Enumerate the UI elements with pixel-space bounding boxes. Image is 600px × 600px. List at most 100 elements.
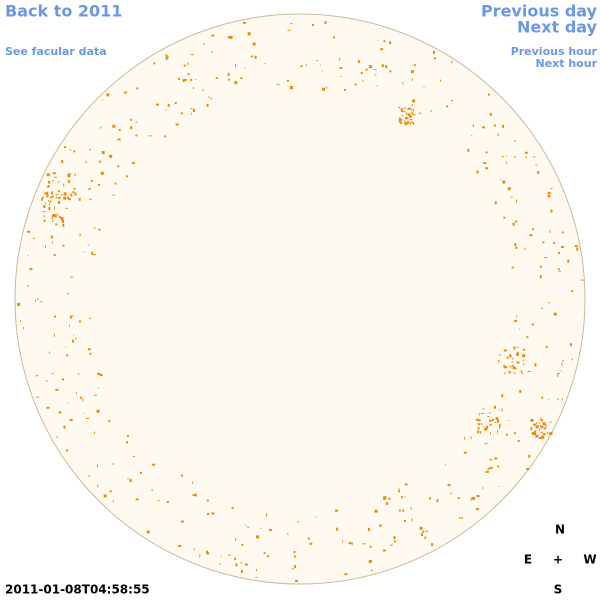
facula xyxy=(202,89,204,92)
facula xyxy=(374,74,377,76)
facula xyxy=(20,320,22,323)
facula xyxy=(46,194,49,198)
facula xyxy=(505,155,507,157)
previous-hour-link[interactable]: Previous hour xyxy=(511,45,598,58)
facula xyxy=(432,50,435,54)
facula xyxy=(370,570,373,571)
facula xyxy=(268,529,272,531)
facula xyxy=(482,126,485,129)
facula xyxy=(398,490,401,493)
facula xyxy=(218,563,221,565)
facula xyxy=(357,60,360,64)
facula xyxy=(47,185,50,188)
facula xyxy=(544,424,547,426)
facula xyxy=(165,109,167,111)
facular-data-link[interactable]: See facular data xyxy=(5,45,107,58)
facula xyxy=(126,435,129,438)
facula xyxy=(66,293,69,295)
facula xyxy=(505,433,508,436)
facula xyxy=(29,268,33,271)
facula xyxy=(294,565,297,569)
facula xyxy=(339,67,343,69)
facula xyxy=(73,334,75,336)
facula xyxy=(398,120,401,123)
facula xyxy=(436,499,439,503)
facula xyxy=(139,471,142,474)
facula xyxy=(333,36,336,39)
facula xyxy=(54,315,56,318)
next-hour-link[interactable]: Next hour xyxy=(536,57,598,70)
facula xyxy=(486,425,488,429)
facula xyxy=(506,356,509,359)
facula xyxy=(88,187,91,190)
facula xyxy=(513,346,516,350)
facula xyxy=(516,199,517,203)
facula xyxy=(502,180,506,184)
facula xyxy=(46,191,49,195)
next-day-link[interactable]: Next day xyxy=(517,18,598,37)
facula xyxy=(27,230,30,233)
facula xyxy=(485,151,488,154)
facula xyxy=(348,542,352,545)
facula xyxy=(508,420,510,421)
facula xyxy=(524,247,526,250)
previous-day-link[interactable]: Previous day xyxy=(481,2,598,21)
facula xyxy=(495,419,498,420)
facula xyxy=(311,24,314,26)
facula xyxy=(180,112,183,115)
facula xyxy=(476,170,479,174)
facula xyxy=(234,557,237,560)
facula xyxy=(512,366,516,370)
facula xyxy=(130,118,133,121)
facula xyxy=(67,402,69,404)
facula xyxy=(293,551,296,553)
facula xyxy=(463,451,467,454)
facula xyxy=(402,509,405,512)
facula xyxy=(541,426,544,429)
timestamp: 2011-01-08T04:58:55 xyxy=(5,583,150,597)
facula xyxy=(484,427,488,431)
facula xyxy=(560,370,562,372)
facula xyxy=(291,568,294,570)
facula xyxy=(383,40,386,43)
facula xyxy=(58,215,61,218)
facula xyxy=(505,161,507,164)
facula xyxy=(208,96,211,98)
facula xyxy=(61,160,64,163)
facula xyxy=(539,265,542,268)
facula xyxy=(41,197,44,201)
facula xyxy=(483,162,487,165)
facula xyxy=(548,302,551,304)
facula xyxy=(472,496,476,500)
facula xyxy=(342,540,343,543)
facula xyxy=(27,254,29,256)
facula xyxy=(558,251,560,254)
facula xyxy=(74,173,76,177)
facula xyxy=(562,359,564,362)
facula xyxy=(538,436,542,439)
facula xyxy=(68,173,71,175)
facula xyxy=(58,411,62,414)
facula xyxy=(235,63,236,67)
facula xyxy=(532,423,536,426)
facula xyxy=(360,72,363,74)
facula xyxy=(471,135,473,136)
facula xyxy=(382,549,386,552)
facula xyxy=(335,509,338,512)
facula xyxy=(531,323,534,326)
facula xyxy=(33,237,36,239)
facula xyxy=(412,112,414,116)
facula xyxy=(151,489,153,491)
facula xyxy=(535,164,538,166)
facula xyxy=(534,363,537,367)
facula xyxy=(403,520,406,522)
facula xyxy=(51,180,54,182)
facula xyxy=(394,540,396,543)
facula xyxy=(97,372,101,375)
facula xyxy=(351,542,353,546)
facula xyxy=(67,198,71,201)
facula xyxy=(457,497,460,499)
back-link[interactable]: Back to 2011 xyxy=(5,2,122,21)
facula xyxy=(256,535,259,539)
facula xyxy=(433,57,436,60)
